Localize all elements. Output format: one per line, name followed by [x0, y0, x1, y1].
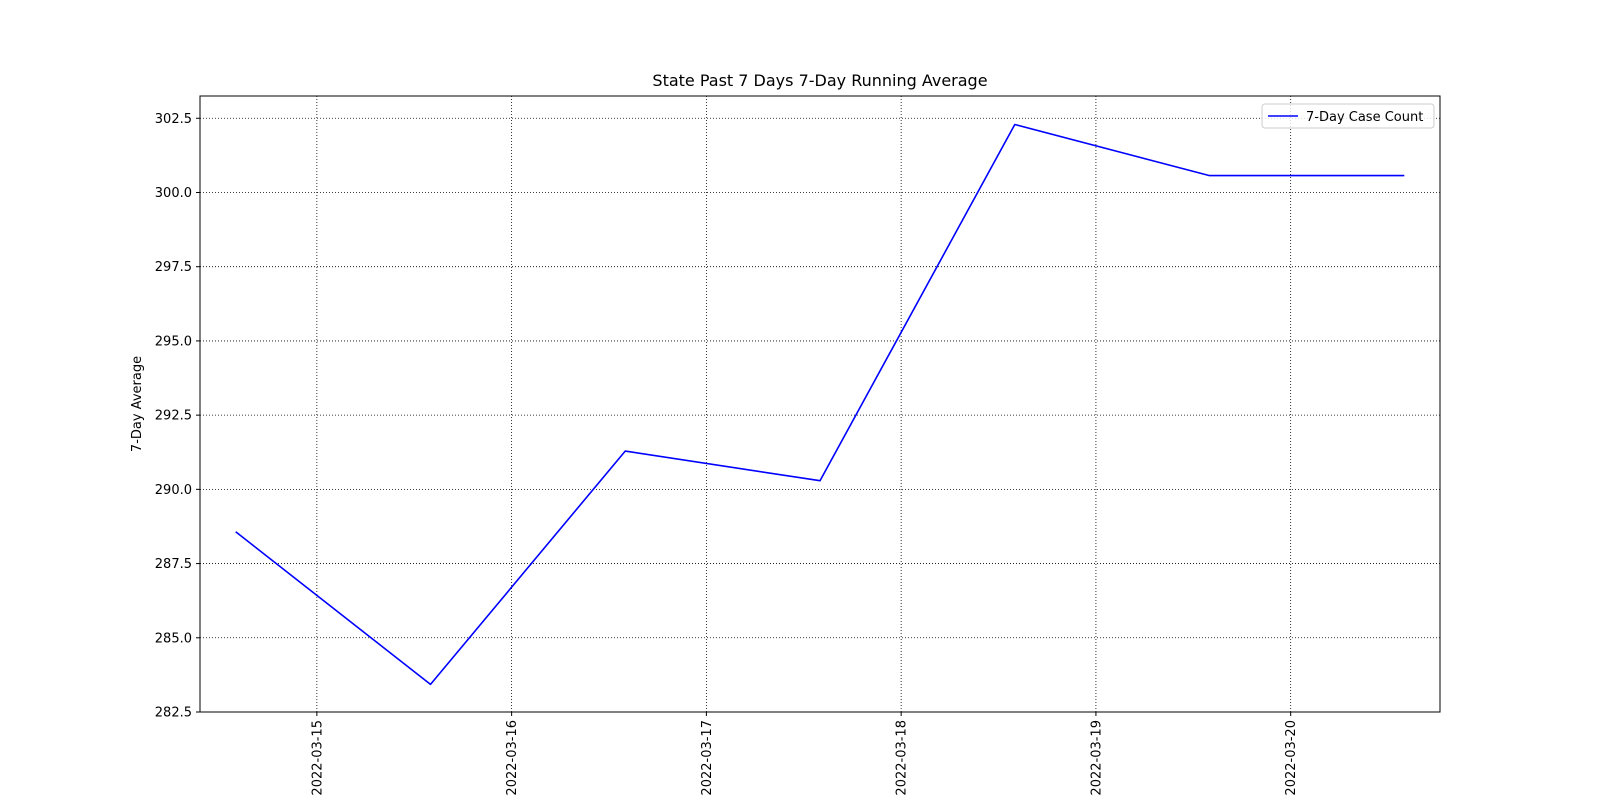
grid-lines	[200, 96, 1440, 713]
y-tick-label: 292.5	[155, 409, 192, 424]
legend-box	[1261, 103, 1435, 129]
legend-label: 7-Day Case Count	[1306, 110, 1423, 125]
x-tick-label: 2022-03-19	[1089, 720, 1104, 796]
y-tick-label: 282.5	[155, 706, 192, 721]
y-axis-title: 7-Day Average	[130, 356, 145, 452]
axis-ticks: 282.5 285.0 287.5 290.0 292.5 295.0 297.5 300.0…	[155, 112, 1299, 796]
y-tick-label: 285.0	[155, 631, 192, 646]
x-tick-label: 2022-03-20	[1284, 720, 1299, 796]
x-tick-label: 2022-03-16	[505, 720, 520, 796]
chart-title: State Past 7 Days 7-Day Running Average	[652, 71, 987, 90]
series-layer	[235, 123, 1405, 686]
y-tick-label: 297.5	[155, 260, 192, 275]
y-tick-label: 295.0	[155, 334, 192, 349]
x-tick-label: 2022-03-18	[895, 720, 910, 796]
y-tick-label: 300.0	[155, 186, 192, 201]
series-line	[235, 123, 1405, 686]
y-tick-label: 302.5	[155, 112, 192, 127]
x-tick-label: 2022-03-17	[700, 720, 715, 796]
legend: 7-Day Case Count	[1261, 103, 1435, 129]
x-tick-label: 2022-03-15	[310, 720, 325, 796]
y-tick-label: 287.5	[155, 557, 192, 572]
y-tick-label: 290.0	[155, 483, 192, 498]
plot-frame	[199, 95, 1441, 713]
